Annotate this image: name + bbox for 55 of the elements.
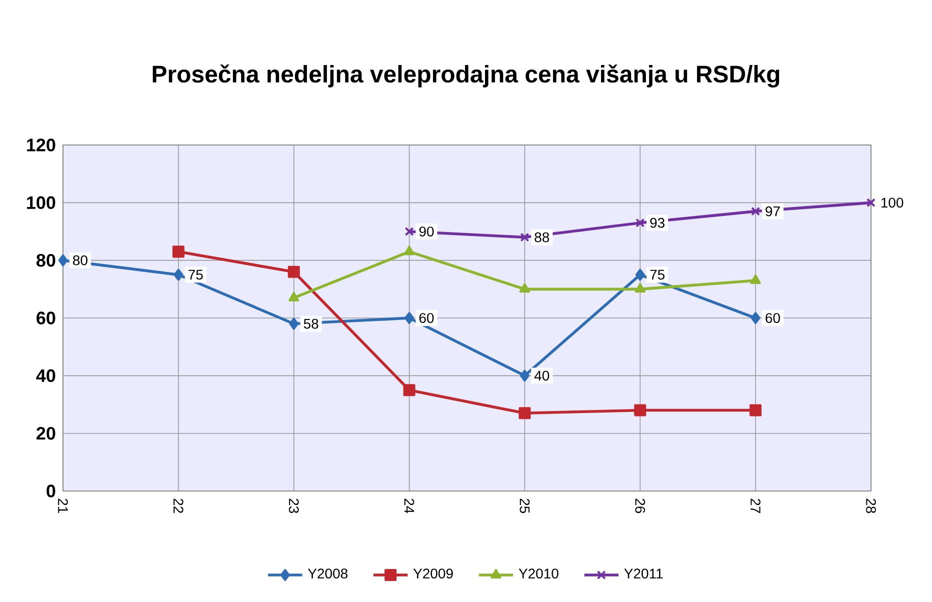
legend-label: Y2010 [518, 568, 558, 579]
data-label: 93 [650, 218, 664, 228]
x-tick-label: 26 [635, 498, 646, 514]
point [636, 218, 645, 228]
chart-title: Prosečna nedeljna veleprodajna cena višanja u RSD/kg [152, 64, 780, 88]
point [403, 384, 416, 396]
y-tick-label: 80 [36, 254, 56, 267]
y-tick-label: 20 [36, 426, 56, 440]
point [289, 318, 299, 330]
point [635, 268, 645, 281]
point [288, 292, 300, 302]
data-label: 100 [881, 198, 904, 208]
point [634, 404, 646, 416]
point [174, 268, 184, 281]
data-label: 75 [650, 270, 665, 280]
x-tick-label: 27 [750, 498, 760, 513]
point [634, 283, 646, 293]
data-label: 58 [304, 318, 318, 329]
point [520, 232, 530, 242]
legend-label: Y2008 [308, 568, 348, 579]
data-label: 40 [534, 370, 550, 381]
x-tick-label: 22 [174, 498, 184, 513]
point [404, 246, 415, 256]
legend-label: Y2011 [624, 568, 663, 579]
data-label: 88 [534, 232, 550, 242]
data-label: 80 [73, 255, 88, 266]
x-tick-label: 25 [520, 498, 530, 514]
x-tick-label: 23 [288, 498, 299, 514]
y-tick-label: 60 [36, 312, 56, 324]
point [58, 254, 68, 266]
point [518, 407, 531, 420]
y-tick-label: 40 [36, 369, 56, 382]
point [750, 312, 760, 324]
point [172, 246, 184, 258]
point [404, 312, 414, 324]
x-tick-label: 28 [866, 498, 876, 514]
data-label: 90 [419, 226, 434, 236]
point [866, 198, 876, 208]
x-tick-label: 21 [58, 498, 68, 513]
y-tick-label: 100 [27, 196, 56, 210]
point [750, 404, 762, 416]
y-tick-label: 120 [27, 138, 56, 152]
legend-label: Y2009 [413, 568, 453, 579]
data-label: 60 [419, 313, 434, 323]
data-label: 75 [188, 270, 203, 280]
point [751, 206, 760, 216]
x-tick-label: 24 [404, 498, 414, 514]
point [750, 274, 761, 284]
point [520, 370, 530, 382]
point [519, 283, 530, 293]
point [404, 226, 414, 236]
y-tick-label: 0 [46, 484, 56, 498]
point [288, 266, 300, 278]
data-label: 60 [766, 313, 780, 323]
data-label: 97 [766, 206, 780, 216]
